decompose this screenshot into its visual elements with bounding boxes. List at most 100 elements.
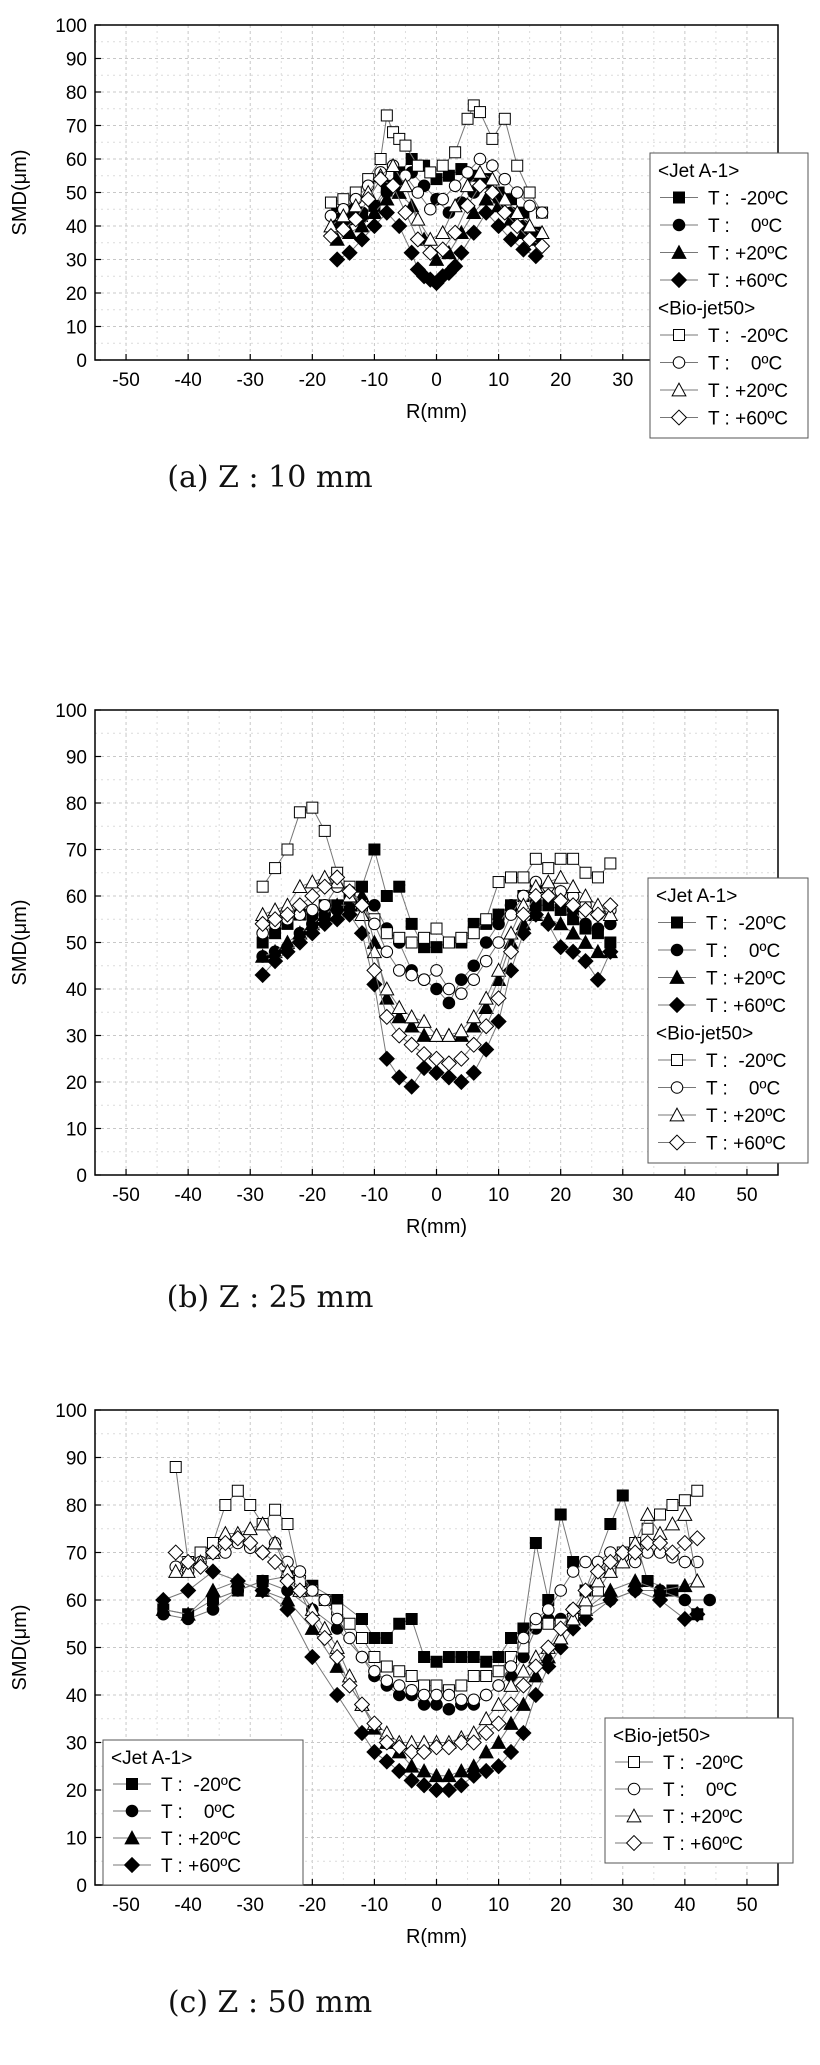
data-point: [509, 217, 526, 235]
data-point: [410, 211, 426, 226]
data-point: [703, 1593, 716, 1607]
data-point: [430, 982, 443, 996]
data-point: [515, 1677, 532, 1694]
legend-marker: [671, 916, 683, 929]
data-point: [434, 241, 451, 258]
data-point: [529, 1537, 542, 1549]
data-point: [455, 1679, 468, 1692]
data-point: [304, 925, 321, 942]
data-point: [503, 925, 519, 940]
data-point: [604, 857, 617, 870]
data-point: [689, 1606, 706, 1623]
data-point: [422, 244, 439, 261]
data-point: [378, 1734, 395, 1751]
legend-marker: [626, 1808, 642, 1823]
legend-marker: [671, 244, 687, 259]
data-point: [291, 1582, 309, 1599]
data-point: [424, 202, 437, 216]
data-point: [266, 911, 284, 928]
data-point: [461, 166, 474, 179]
data-point: [354, 906, 370, 921]
data-point: [455, 987, 468, 1000]
data-point: [627, 1582, 644, 1599]
x-tick-label: -20: [299, 1895, 326, 1916]
data-point: [393, 931, 406, 944]
data-point: [639, 1534, 656, 1552]
data-point: [335, 221, 352, 238]
data-point: [291, 897, 309, 914]
data-point: [229, 1572, 246, 1590]
x-tick-label: 10: [488, 370, 509, 391]
caption-c: (c) Z : 50 mm: [167, 1985, 373, 2020]
data-point: [453, 1763, 470, 1778]
data-point: [554, 852, 567, 865]
data-point: [602, 1591, 619, 1609]
x-tick-label: -30: [236, 370, 263, 391]
data-point: [591, 922, 605, 935]
y-tick-label: 10: [66, 1120, 87, 1141]
data-point: [478, 999, 494, 1014]
data-point: [465, 224, 482, 241]
data-point: [353, 1696, 371, 1713]
data-point: [503, 1677, 519, 1692]
data-point: [478, 1710, 494, 1726]
y-tick-label: 80: [66, 1496, 87, 1517]
data-point: [244, 1499, 257, 1511]
data-point: [517, 1631, 530, 1645]
data-point: [355, 1632, 368, 1644]
data-point: [515, 1663, 532, 1678]
data-point: [380, 1660, 393, 1673]
legend-label: T : +60ºC: [708, 271, 788, 292]
data-point: [515, 241, 532, 258]
data-point: [666, 1499, 679, 1511]
data-point: [604, 1518, 617, 1530]
caption-a: (a) Z : 10 mm: [167, 460, 373, 495]
data-point: [169, 1461, 182, 1473]
legend-label: T : -20ºC: [708, 326, 789, 347]
data-point: [490, 1715, 507, 1732]
data-point: [279, 1572, 296, 1590]
data-point: [691, 1484, 704, 1497]
data-point: [341, 244, 358, 261]
data-point: [403, 244, 420, 261]
data-point: [392, 964, 406, 977]
data-point: [552, 1620, 569, 1637]
data-point: [677, 1577, 693, 1593]
y-tick-label: 50: [66, 934, 87, 955]
data-point: [330, 1612, 344, 1626]
data-point: [478, 1724, 495, 1742]
data-point: [316, 915, 333, 933]
data-point: [614, 1544, 631, 1561]
data-point: [676, 1610, 693, 1628]
legend-title: <Jet A-1>: [111, 1748, 192, 1769]
legend-title: <Bio-jet50>: [656, 1024, 753, 1045]
data-point: [492, 876, 505, 889]
data-point: [405, 968, 418, 982]
data-point: [379, 990, 395, 1005]
data-point: [442, 169, 455, 182]
data-point: [391, 1739, 408, 1756]
x-tick-label: -10: [361, 370, 388, 391]
data-point: [254, 948, 271, 963]
data-point: [552, 1630, 569, 1645]
legend-marker: [670, 409, 688, 426]
legend-marker: [672, 218, 686, 232]
data-point: [442, 996, 456, 1010]
data-point: [416, 1763, 432, 1778]
data-point: [441, 1027, 457, 1042]
data-point: [527, 248, 544, 265]
data-point: [527, 1658, 544, 1675]
data-point: [498, 112, 511, 125]
data-point: [428, 1739, 445, 1756]
data-point: [515, 1724, 532, 1742]
data-point: [523, 186, 536, 199]
data-point: [478, 1018, 495, 1035]
data-point: [577, 901, 594, 919]
data-point: [589, 906, 607, 923]
data-point: [428, 1064, 445, 1081]
data-point: [329, 1686, 346, 1704]
legend: <Jet A-1> T : -20ºC T : 0ºC T : +20ºC T : +6…: [102, 1739, 304, 1886]
data-point: [492, 1651, 505, 1663]
data-point: [453, 1777, 470, 1794]
data-point: [180, 1553, 197, 1571]
